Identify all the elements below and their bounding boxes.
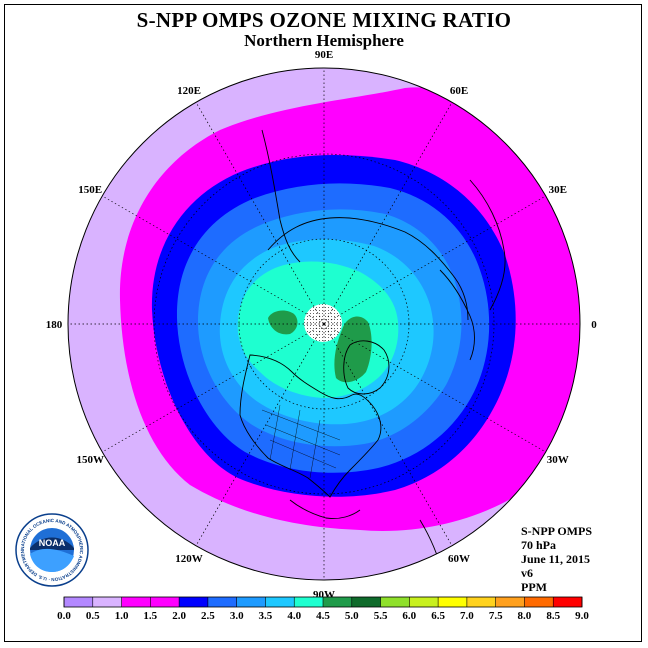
colorbar-tick-label: 2.5 (201, 610, 215, 622)
longitude-label: 30W (547, 454, 569, 466)
colorbar-swatch (150, 597, 180, 607)
meridians (68, 68, 580, 580)
colorbar-swatch (92, 597, 122, 607)
coast-mexico (289, 499, 361, 519)
info-version: v6 (521, 566, 533, 580)
meridian-line (323, 323, 453, 546)
longitude-label: 120W (175, 553, 203, 565)
colorbar-tick-label: 1.5 (143, 610, 157, 622)
info-units: PPM (521, 580, 547, 594)
longitude-label: 60W (448, 553, 470, 565)
colorbar-tick-label: 3.0 (230, 610, 244, 622)
us-state-lines (261, 404, 341, 479)
colorbar-tick-label: 9.0 (575, 610, 589, 622)
lat-circle-mid (153, 153, 495, 495)
meridian-line (323, 195, 546, 325)
longitude-label: 180 (46, 319, 63, 331)
noaa-logo-text: NOAA (39, 538, 66, 548)
colorbar-swatch (380, 597, 410, 607)
longitude-label: 150W (76, 454, 104, 466)
colorbar-tick-label: 5.5 (374, 610, 388, 622)
colorbar-tick-label: 3.5 (259, 610, 273, 622)
colorbar-tick-label: 1.0 (115, 610, 129, 622)
colorbar-swatch (207, 597, 237, 607)
colorbar-swatch (265, 597, 295, 607)
colorbar-swatch (64, 597, 94, 607)
colorbar-swatch (409, 597, 439, 607)
longitude-label: 150E (78, 184, 102, 196)
colorbar-tick-label: 2.0 (172, 610, 186, 622)
colorbar-tick-label: 0.0 (57, 610, 71, 622)
info-date: June 11, 2015 (521, 552, 591, 566)
coastlines (239, 129, 506, 580)
colorbar-tick-label: 7.5 (489, 610, 503, 622)
colorbar-swatch (236, 597, 266, 607)
meridian-line (102, 195, 325, 325)
colorbar-tick-label: 8.0 (518, 610, 532, 622)
longitude-label: 90E (315, 49, 333, 61)
colorbar: 0.0 0.5 1.0 1.5 2.0 2.5 3.0 3.5 4.0 4.5 5.0 5.5 6.0 6… (57, 596, 589, 622)
colorbar-swatch (351, 597, 381, 607)
colorbar-tick-label: 5.0 (345, 610, 359, 622)
coast-arabia-africa (469, 179, 506, 311)
noaa-logo: NATIONAL OCEANIC AND ATMOSPHERIC ADMINIS… (15, 513, 89, 587)
meridian-line (195, 323, 325, 546)
colorbar-swatch (495, 597, 525, 607)
longitude-label: 120E (177, 85, 201, 97)
coast-europe (439, 269, 475, 361)
colorbar-tick-label: 8.5 (546, 610, 560, 622)
longitude-label: 30E (549, 184, 567, 196)
longitude-label: 0 (591, 319, 597, 331)
map-border (67, 67, 581, 581)
map-title: S-NPP OMPS OZONE MIXING RATIO (136, 8, 512, 32)
meridian-line (195, 102, 325, 325)
coast-north-america (239, 354, 382, 498)
colorbar-swatch (524, 597, 554, 607)
colorbar-tick-label: 6.5 (431, 610, 445, 622)
info-pressure: 70 hPa (521, 538, 557, 552)
colorbar-tick-label: 4.0 (287, 610, 301, 622)
colorbar-tick-label: 7.0 (460, 610, 474, 622)
polar-no-data (304, 304, 342, 342)
info-box: S-NPP OMPS 70 hPa June 11, 2015 v6 PPM (521, 524, 592, 594)
colorbar-swatch (294, 597, 324, 607)
meridian-line (323, 102, 453, 325)
colorbar-swatch (553, 597, 583, 607)
info-instrument: S-NPP OMPS (521, 524, 592, 538)
band-4.5-5.0-west (268, 310, 298, 335)
map-subtitle: Northern Hemisphere (244, 31, 404, 50)
longitude-label: 60E (450, 85, 468, 97)
colorbar-tick-label: 6.0 (402, 610, 416, 622)
colorbar-swatch (121, 597, 151, 607)
coast-eurasia (267, 217, 469, 321)
coast-asia-east (261, 129, 301, 263)
meridian-line (102, 323, 325, 453)
meridian-line (323, 323, 546, 453)
figure-frame (4, 4, 642, 642)
colorbar-swatch (179, 597, 209, 607)
colorbar-swatch (466, 597, 496, 607)
colorbar-swatch (323, 597, 353, 607)
colorbar-tick-label: 0.5 (86, 610, 100, 622)
graticule (68, 68, 580, 580)
colorbar-tick-label: 4.5 (316, 610, 330, 622)
colorbar-swatch (438, 597, 468, 607)
